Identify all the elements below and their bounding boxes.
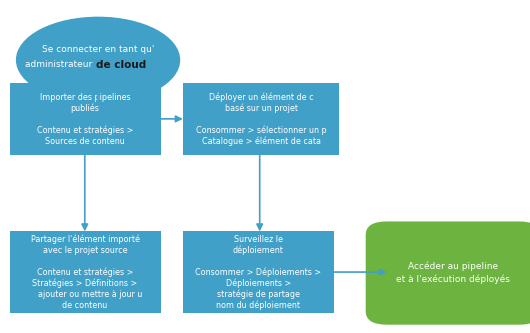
Text: Importer des pipelines: Importer des pipelines [40,93,130,102]
FancyBboxPatch shape [183,83,339,155]
Text: déploiement: déploiement [233,245,284,255]
Text: Surveillez le: Surveillez le [234,235,283,244]
Text: de contenu: de contenu [63,301,108,310]
Text: Stratégies > Définitions >: Stratégies > Définitions > [32,278,138,288]
Text: administrateur: administrateur [25,60,95,70]
Text: nom du déploiement: nom du déploiement [216,300,301,310]
Text: Consommer > sélectionner un p: Consommer > sélectionner un p [196,125,326,135]
Text: Contenu et stratégies >: Contenu et stratégies > [37,125,133,135]
Text: Déploiements >: Déploiements > [226,278,291,288]
Text: Contenu et stratégies >: Contenu et stratégies > [37,267,133,277]
Text: Partager l'élément importé: Partager l'élément importé [31,234,139,244]
Text: avec le projet source: avec le projet source [43,246,127,255]
Text: Accéder au pipeline: Accéder au pipeline [408,262,498,271]
FancyBboxPatch shape [366,221,530,325]
FancyBboxPatch shape [10,83,161,155]
Text: ajouter ou mettre à jour u: ajouter ou mettre à jour u [28,290,142,299]
Text: Déployer un élément de c: Déployer un élément de c [209,92,313,102]
Text: et à l'exécution déployés: et à l'exécution déployés [396,275,510,284]
Text: publiés: publiés [70,103,100,113]
Text: Se connecter en tant qu': Se connecter en tant qu' [42,45,154,55]
Text: stratégie de partage: stratégie de partage [217,289,300,299]
Text: Sources de contenu: Sources de contenu [45,137,125,146]
Text: de cloud: de cloud [96,60,146,70]
Text: Catalogue > élément de cata: Catalogue > élément de cata [201,136,321,146]
Text: Consommer > Déploiements >: Consommer > Déploiements > [196,267,321,277]
FancyBboxPatch shape [10,231,161,313]
Ellipse shape [16,17,180,103]
Text: basé sur un projet: basé sur un projet [225,103,297,113]
FancyBboxPatch shape [183,231,334,313]
